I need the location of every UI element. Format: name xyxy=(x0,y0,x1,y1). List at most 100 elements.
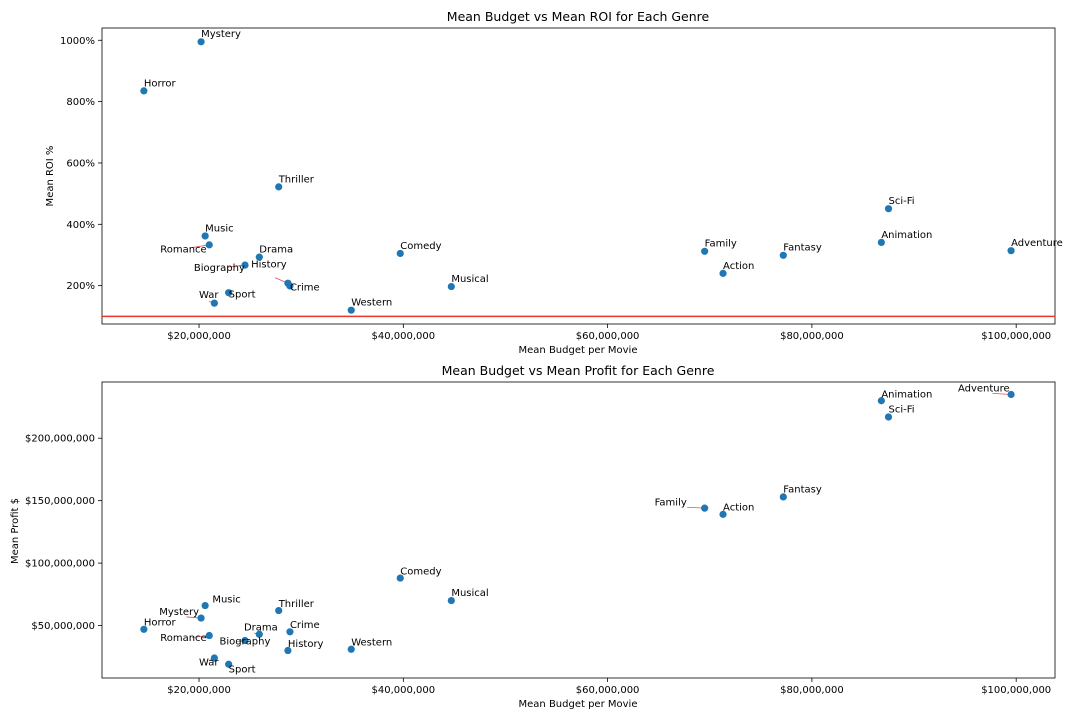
data-point xyxy=(884,205,893,213)
data-point xyxy=(201,232,209,240)
x-tick-label: $100,000,000 xyxy=(981,331,1051,342)
data-point xyxy=(701,247,709,255)
point-label: Sci-Fi xyxy=(889,405,915,416)
data-point xyxy=(205,241,213,249)
point-label: Sport xyxy=(229,664,256,675)
data-point xyxy=(1007,390,1015,399)
point-label: Crime xyxy=(290,620,320,631)
x-tick-label: $80,000,000 xyxy=(780,685,844,696)
point-label: Adventure xyxy=(1011,238,1063,249)
point-label: Music xyxy=(205,223,233,234)
roi-x-axis-label: Mean Budget per Movie xyxy=(519,345,638,356)
point-label: Horror xyxy=(144,78,177,89)
data-point xyxy=(140,87,148,95)
data-point xyxy=(210,654,218,662)
profit-y-axis-label: Mean Profit $ xyxy=(10,498,21,564)
point-label: Comedy xyxy=(400,566,441,577)
y-tick-label: 800% xyxy=(66,97,95,108)
point-label: Sci-Fi xyxy=(889,196,915,207)
y-tick-label: $150,000,000 xyxy=(25,496,95,507)
data-point xyxy=(205,631,213,640)
point-label: Western xyxy=(351,298,392,309)
point-label: Animation xyxy=(881,230,932,241)
data-point xyxy=(255,253,263,261)
point-label: Drama xyxy=(259,245,293,256)
y-tick-label: 1000% xyxy=(60,36,95,47)
roi-chart-title: Mean Budget vs Mean ROI for Each Genre xyxy=(447,9,710,24)
data-point xyxy=(241,261,249,269)
data-point xyxy=(396,574,404,582)
point-label: War xyxy=(199,658,219,669)
point-label: Fantasy xyxy=(783,243,822,254)
point-label: Biography xyxy=(219,636,270,647)
roi-y-axis-label: Mean ROI % xyxy=(45,146,56,207)
point-label: Action xyxy=(723,261,754,272)
data-point xyxy=(447,596,455,605)
data-point xyxy=(275,183,283,191)
point-label: Animation xyxy=(881,390,932,401)
y-tick-label: $200,000,000 xyxy=(25,434,95,445)
point-label: History xyxy=(288,639,324,650)
y-tick-label: $100,000,000 xyxy=(25,559,95,570)
point-label: History xyxy=(251,259,287,270)
data-point xyxy=(197,614,205,622)
y-tick-label: 200% xyxy=(66,281,95,292)
data-point xyxy=(286,282,294,290)
point-label: Western xyxy=(351,638,392,649)
data-point xyxy=(877,397,885,405)
roi-chart: Mean Budget vs Mean ROI for Each Genre M… xyxy=(45,9,1063,356)
point-label: Family xyxy=(705,239,737,250)
x-tick-label: $20,000,000 xyxy=(167,331,231,342)
point-label: Action xyxy=(723,503,754,514)
data-point xyxy=(225,660,233,668)
profit-chart-title: Mean Budget vs Mean Profit for Each Genr… xyxy=(442,363,715,378)
point-label: Romance xyxy=(160,633,206,644)
data-point xyxy=(884,413,893,421)
point-label: Crime xyxy=(290,282,320,293)
x-tick-label: $60,000,000 xyxy=(576,331,640,342)
y-tick-label: $50,000,000 xyxy=(31,621,95,632)
x-tick-label: $100,000,000 xyxy=(981,685,1051,696)
x-tick-label: $40,000,000 xyxy=(372,331,436,342)
point-label: Musical xyxy=(451,588,488,599)
point-label: Sport xyxy=(229,289,256,300)
data-point xyxy=(241,636,249,645)
data-point xyxy=(210,299,218,307)
data-point xyxy=(719,269,727,277)
point-label: Fantasy xyxy=(783,485,822,496)
x-tick-label: $20,000,000 xyxy=(167,685,231,696)
profit-chart: Mean Budget vs Mean Profit for Each Genr… xyxy=(10,363,1056,710)
data-point xyxy=(779,493,787,501)
point-label: Horror xyxy=(144,618,177,629)
y-tick-label: 400% xyxy=(66,220,95,231)
x-tick-label: $80,000,000 xyxy=(780,331,844,342)
data-point xyxy=(286,628,294,636)
data-point xyxy=(701,504,709,512)
plot-frame xyxy=(101,381,1056,679)
data-point xyxy=(719,510,727,518)
point-label: Thriller xyxy=(278,174,315,185)
profit-x-axis-label: Mean Budget per Movie xyxy=(519,699,638,710)
data-point xyxy=(275,606,283,615)
data-point xyxy=(877,238,885,247)
data-point xyxy=(201,601,209,610)
x-tick-label: $60,000,000 xyxy=(576,685,640,696)
point-label: Romance xyxy=(160,245,206,256)
point-label: Comedy xyxy=(400,241,441,252)
data-point xyxy=(447,282,455,291)
data-point xyxy=(347,306,355,314)
point-label: Thriller xyxy=(278,599,315,610)
data-point xyxy=(396,249,404,258)
data-point xyxy=(197,38,205,46)
data-point xyxy=(225,289,233,297)
plot-frame xyxy=(101,27,1056,325)
y-tick-label: 600% xyxy=(66,158,95,169)
data-point xyxy=(284,646,292,655)
data-point xyxy=(347,645,355,653)
data-point xyxy=(779,251,787,259)
point-label: Biography xyxy=(194,263,245,274)
data-point xyxy=(255,630,263,638)
data-point xyxy=(140,625,148,633)
point-label: Mystery xyxy=(159,607,199,618)
